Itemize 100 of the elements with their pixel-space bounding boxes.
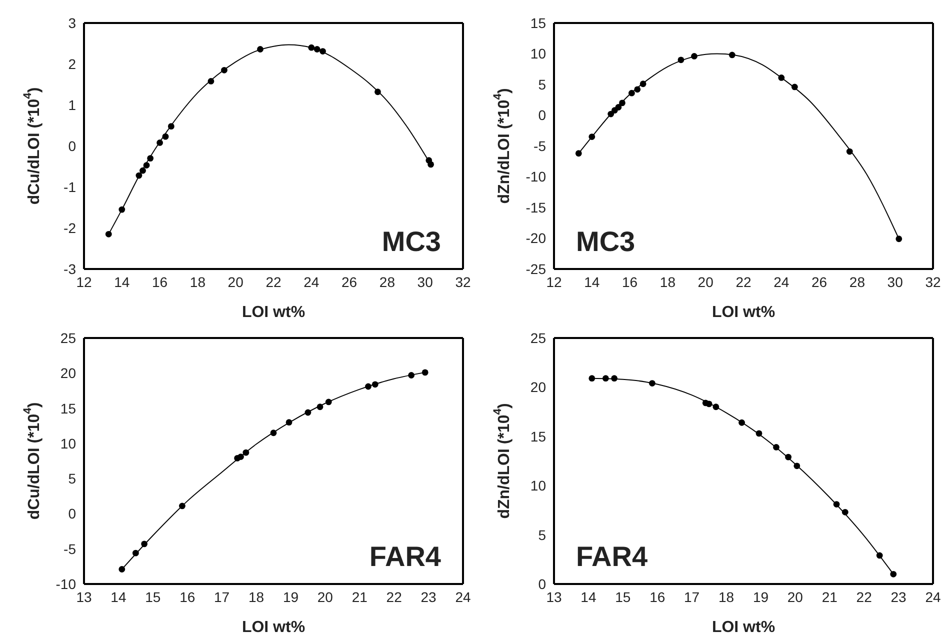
x-tick-label: 20 [317,588,334,605]
point [678,56,684,64]
y-tick-label: -25 [526,260,546,277]
y-tick-label: 20 [60,365,76,382]
point [602,375,609,382]
x-tick-label: 15 [145,588,161,605]
x-tick-label: 30 [417,274,434,290]
point [242,449,250,456]
point [257,46,264,52]
point [208,78,214,84]
point [628,90,635,96]
y-tick-label: 5 [538,76,546,92]
annotation: MC3 [576,226,636,257]
point [147,155,154,162]
x-tick-label: 21 [352,588,368,605]
x-tick-label: 16 [180,588,196,605]
point [611,375,618,382]
y-tick-label: 5 [68,470,76,487]
x-tick-label: 20 [228,274,244,290]
y-tick-label: -10 [526,168,546,185]
y-tick-label: -2 [64,220,76,236]
point [162,133,169,140]
y-tick-label: 20 [530,379,546,396]
x-axis-title: LOI wt% [242,619,306,636]
x-tick-label: 24 [304,274,320,290]
point [178,502,186,510]
point [712,404,720,410]
x-tick-label: 14 [110,588,126,605]
x-tick-label: 18 [718,588,734,605]
annotation: FAR4 [576,541,648,572]
point [634,86,641,93]
y-tick-label: 1 [68,96,76,113]
point [325,398,332,406]
point [221,66,228,74]
x-tick-label: 19 [752,588,769,605]
x-tick-label: 18 [660,274,676,290]
point [141,540,148,548]
annotation: MC3 [382,226,441,257]
x-tick-label: 28 [379,274,396,290]
y-tick-label: 15 [530,428,546,444]
x-tick-label: 26 [342,274,358,290]
point [619,100,626,106]
point [791,84,798,90]
point [105,230,112,238]
y-tick-label: -3 [64,260,76,277]
point [428,161,434,168]
point [756,430,762,437]
x-tick-label: 24 [455,588,471,605]
x-tick-label: 22 [266,274,282,290]
point [896,236,902,242]
y-tick-label: 5 [538,526,546,543]
y-tick-label: -20 [526,230,546,246]
point [846,148,853,155]
point [575,150,582,157]
x-axis-title: LOI wt% [712,619,776,636]
point [738,419,745,426]
x-tick-label: 13 [546,588,562,605]
point [156,140,163,146]
point [422,369,428,376]
point [706,400,712,408]
x-axis-title: LOI wt% [712,304,776,321]
point [408,372,415,378]
point [168,123,174,130]
x-tick-label: 22 [386,588,402,605]
point [308,44,315,51]
x-tick-label: 16 [650,588,666,605]
x-tick-label: 20 [787,588,804,605]
y-tick-label: 15 [530,14,546,31]
y-tick-label: 25 [60,330,76,346]
x-tick-label: 12 [76,274,92,290]
x-tick-label: 22 [856,588,872,605]
point [132,550,139,556]
x-tick-label: 17 [214,588,230,605]
x-tick-label: 21 [822,588,838,605]
x-tick-label: 30 [887,274,904,290]
point [270,430,277,436]
point [648,380,656,386]
x-tick-label: 22 [736,274,752,290]
x-tick-label: 20 [698,274,714,290]
x-tick-label: 14 [114,274,130,290]
point [588,375,596,382]
x-tick-label: 13 [76,588,92,605]
y-tick-label: 15 [60,400,76,416]
x-tick-label: 32 [925,274,941,290]
x-tick-label: 23 [890,588,907,605]
x-tick-label: 24 [774,274,790,290]
y-tick-label: 0 [68,506,76,522]
x-tick-label: 14 [584,274,600,290]
point [118,206,126,213]
point [314,46,320,52]
x-tick-label: 15 [615,588,631,605]
point [365,383,372,390]
y-tick-label: 0 [538,576,546,592]
x-tick-label: 12 [546,274,562,290]
annotation: FAR4 [369,541,442,572]
point [778,74,785,81]
point [118,566,126,572]
point [238,454,244,460]
point [143,162,150,168]
y-tick-label: -1 [64,178,76,195]
